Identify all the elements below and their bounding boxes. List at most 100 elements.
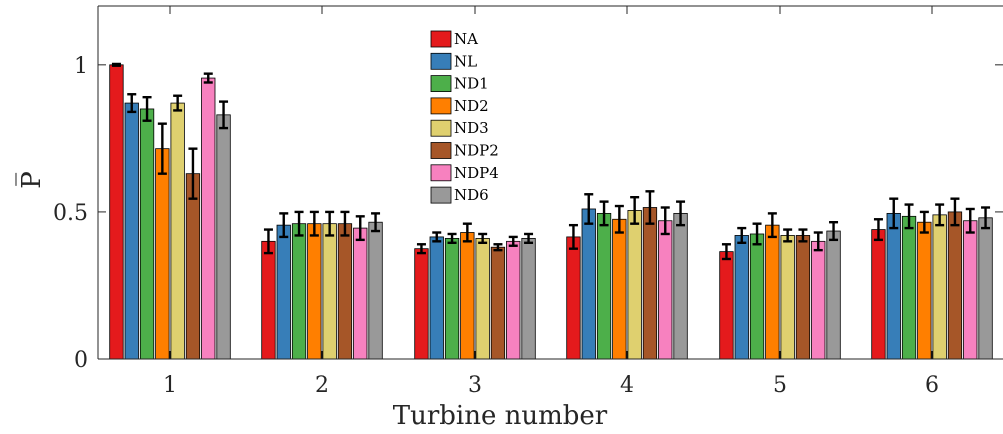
error-bar-ndp2-2: [340, 210, 350, 237]
error-bar-nl-6: [889, 197, 899, 230]
bar-nl-3: [429, 236, 444, 360]
bar-ndp4-5: [811, 240, 826, 360]
bar-nd3-6: [932, 214, 947, 360]
bar-nd1-2: [291, 223, 307, 360]
bar-nd1-3: [444, 237, 460, 360]
error-bar-nd3-3: [478, 232, 488, 245]
bar-nd2-4: [612, 218, 627, 360]
error-bar-nd2-6: [919, 210, 929, 234]
error-bar-nd3-1: [173, 94, 183, 112]
legend-swatch: [430, 52, 452, 70]
error-bar-nd6-4: [676, 200, 686, 227]
error-bar-nd1-2: [294, 210, 304, 237]
error-bar-nd2-2: [309, 210, 319, 237]
error-bar-na-2: [263, 228, 273, 255]
bar-nd6-6: [978, 217, 993, 360]
bar-ndp4-2: [353, 227, 368, 360]
legend-item-nd1: ND1: [430, 75, 489, 93]
bar-ndp4-1: [201, 77, 216, 360]
error-bar-nl-4: [584, 193, 594, 225]
x-tick-label: 6: [925, 373, 939, 398]
error-bar-ndp4-6: [965, 207, 975, 234]
legend-item-nl: NL: [430, 52, 477, 70]
bar-na-6: [871, 229, 886, 360]
x-axis-label: Turbine number: [393, 401, 608, 431]
bar-na-2: [261, 240, 276, 360]
bar-nd3-4: [627, 210, 642, 360]
bar-ndp4-6: [963, 220, 978, 360]
legend-swatch: [430, 75, 452, 92]
bar-ndp2-2: [337, 223, 353, 360]
error-bar-nd6-3: [524, 232, 534, 245]
bar-ndp2-6: [947, 211, 963, 360]
bar-na-1: [109, 64, 124, 360]
error-bar-na-6: [873, 218, 883, 242]
legend-item-ndp4: NDP4: [430, 164, 499, 182]
x-tick-label: 4: [620, 373, 634, 398]
error-bar-nl-5: [737, 226, 747, 245]
error-bar-ndp4-1: [203, 72, 213, 84]
y-tick-label: 1: [74, 54, 88, 79]
bar-nd2-2: [307, 223, 322, 360]
bar-ndp4-3: [506, 240, 521, 360]
error-bar-na-1: [111, 62, 121, 67]
error-bar-ndp4-2: [355, 215, 365, 242]
legend-label: NA: [454, 30, 478, 48]
y-axis-label: P̅: [15, 171, 47, 189]
bar-nl-6: [886, 212, 901, 360]
legend-item-ndp2: NDP2: [430, 142, 499, 160]
bar-ndp2-3: [490, 246, 506, 360]
error-bar-ndp2-1: [188, 147, 198, 200]
error-bar-ndp2-3: [493, 243, 503, 252]
legend-label: NL: [454, 52, 477, 70]
error-bar-nd2-4: [614, 204, 624, 234]
bar-nl-5: [734, 235, 749, 360]
bar-nd2-3: [460, 232, 475, 360]
x-tick-label: 3: [468, 373, 482, 398]
error-bar-nd1-3: [447, 232, 457, 245]
error-bar-ndp2-4: [645, 190, 655, 225]
legend-label: ND2: [454, 97, 489, 115]
error-bar-na-4: [568, 223, 578, 250]
axes: [97, 5, 1003, 360]
bar-nd6-5: [826, 230, 841, 360]
bar-nd3-1: [170, 102, 185, 360]
error-bar-nd1-4: [599, 200, 609, 227]
error-bar-nl-3: [432, 231, 442, 243]
legend-label: ND6: [454, 186, 489, 204]
bars-layer: [109, 64, 993, 360]
legend-item-na: NA: [430, 30, 478, 48]
error-bar-nd3-6: [935, 203, 945, 227]
bar-na-3: [414, 248, 429, 360]
legend-swatch: [430, 30, 452, 48]
legend-swatch: [430, 97, 452, 115]
bar-nd1-1: [139, 108, 155, 360]
bar-nd2-6: [917, 221, 932, 360]
bar-ndp2-4: [642, 207, 658, 360]
legend-label: NDP4: [454, 164, 499, 182]
bar-nd2-1: [155, 148, 170, 360]
error-bar-nl-2: [279, 212, 289, 239]
bar-ndp2-1: [185, 173, 201, 360]
error-bar-nd2-5: [767, 212, 777, 239]
error-bar-nd6-6: [981, 206, 991, 230]
bar-na-5: [719, 251, 734, 360]
bar-nd2-5: [765, 224, 780, 360]
x-tick-label: 2: [315, 373, 329, 398]
legend-label: ND1: [454, 75, 489, 93]
legend-item-nd6: ND6: [430, 186, 489, 204]
bar-nd6-4: [673, 212, 688, 360]
legend: NA NL ND1 ND2 ND3 NDP2 NDP4 ND6: [430, 30, 499, 204]
error-bar-nd3-5: [783, 228, 793, 243]
error-bar-na-5: [721, 243, 731, 261]
error-bar-ndp4-3: [508, 235, 518, 247]
bar-nl-1: [124, 102, 139, 360]
error-bars-layer: [111, 62, 991, 261]
bar-nd3-5: [780, 235, 795, 360]
bar-nd3-3: [475, 237, 490, 360]
bar-nd1-5: [749, 233, 765, 360]
error-bar-ndp2-6: [950, 197, 960, 227]
bar-ndp4-4: [658, 220, 673, 360]
legend-label: ND3: [454, 119, 489, 137]
y-tick-label: 0: [74, 348, 88, 373]
